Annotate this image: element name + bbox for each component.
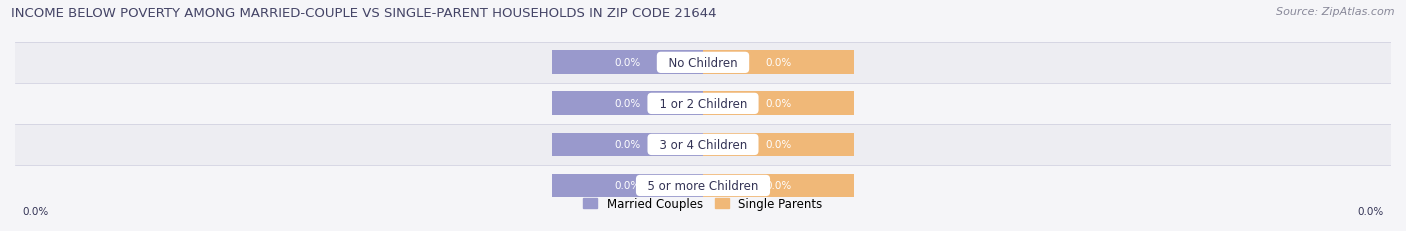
- Text: INCOME BELOW POVERTY AMONG MARRIED-COUPLE VS SINGLE-PARENT HOUSEHOLDS IN ZIP COD: INCOME BELOW POVERTY AMONG MARRIED-COUPL…: [11, 7, 717, 20]
- Bar: [15, 165, 1391, 206]
- Bar: [15, 124, 1391, 165]
- Bar: [551, 51, 703, 75]
- Text: 0.0%: 0.0%: [765, 99, 792, 109]
- Bar: [551, 92, 703, 116]
- Text: Source: ZipAtlas.com: Source: ZipAtlas.com: [1277, 7, 1395, 17]
- Text: 3 or 4 Children: 3 or 4 Children: [651, 138, 755, 151]
- Text: 0.0%: 0.0%: [765, 181, 792, 191]
- Bar: [15, 43, 1391, 84]
- Legend: Married Couples, Single Parents: Married Couples, Single Parents: [579, 193, 827, 213]
- Text: 0.0%: 0.0%: [614, 140, 641, 150]
- Text: 0.0%: 0.0%: [22, 206, 48, 216]
- Bar: [703, 133, 855, 157]
- Text: 0.0%: 0.0%: [765, 58, 792, 68]
- Bar: [551, 174, 703, 198]
- Text: 0.0%: 0.0%: [614, 58, 641, 68]
- Text: 0.0%: 0.0%: [614, 181, 641, 191]
- Text: No Children: No Children: [661, 57, 745, 70]
- Text: 0.0%: 0.0%: [614, 99, 641, 109]
- Bar: [703, 92, 855, 116]
- Text: 1 or 2 Children: 1 or 2 Children: [651, 97, 755, 110]
- Bar: [551, 133, 703, 157]
- Text: 5 or more Children: 5 or more Children: [640, 179, 766, 192]
- Text: 0.0%: 0.0%: [1358, 206, 1384, 216]
- Text: 0.0%: 0.0%: [765, 140, 792, 150]
- Bar: [703, 174, 855, 198]
- Bar: [15, 84, 1391, 124]
- Bar: [703, 51, 855, 75]
